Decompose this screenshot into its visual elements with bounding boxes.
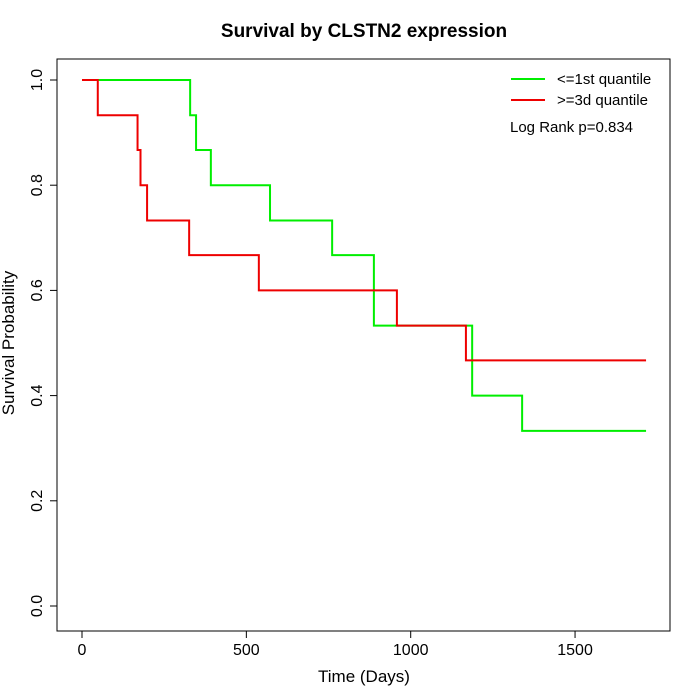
x-tick-label: 500 xyxy=(233,642,260,659)
log-rank-annotation: Log Rank p=0.834 xyxy=(510,119,633,136)
plot-frame xyxy=(56,58,671,632)
legend-label: >=3d quantile xyxy=(557,92,648,109)
y-tick-label: 0.2 xyxy=(29,490,46,512)
survival-curve-high xyxy=(82,79,647,362)
chart-title: Survival by CLSTN2 expression xyxy=(221,21,507,42)
x-tick-label: 1500 xyxy=(557,642,593,659)
y-tick-label: 0.6 xyxy=(29,279,46,301)
y-tick-label: 0.4 xyxy=(29,384,46,406)
y-tick-label: 0.0 xyxy=(29,595,46,617)
x-axis-label: Time (Days) xyxy=(318,667,410,686)
y-axis-label: Survival Probability xyxy=(0,270,18,415)
x-tick-label: 1000 xyxy=(393,642,429,659)
survival-curve-low xyxy=(82,79,647,432)
y-tick-label: 1.0 xyxy=(29,69,46,91)
legend-label: <=1st quantile xyxy=(557,71,651,88)
y-tick-label: 0.8 xyxy=(29,174,46,196)
x-tick-label: 0 xyxy=(78,642,87,659)
